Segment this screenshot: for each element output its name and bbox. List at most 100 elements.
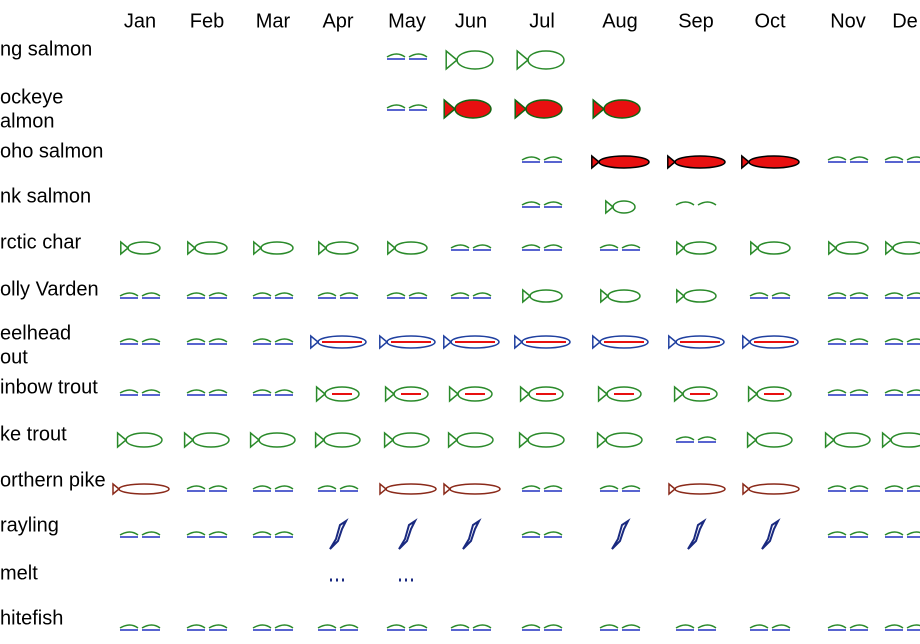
fish-body xyxy=(394,241,428,255)
fish-tail xyxy=(443,482,452,496)
fish-icon xyxy=(443,334,500,350)
small-fish xyxy=(884,624,904,629)
fish-icon xyxy=(884,338,920,345)
small-fish xyxy=(827,292,847,297)
fish-tail xyxy=(824,431,836,449)
fish-icon xyxy=(828,240,869,256)
fish-tail xyxy=(447,431,459,449)
fish-tail xyxy=(747,385,759,403)
fish-tail xyxy=(741,154,751,170)
grayling xyxy=(687,518,707,550)
small-fish xyxy=(119,624,139,629)
fish-icon xyxy=(596,431,643,449)
fish-tail xyxy=(183,431,195,449)
fish-icon xyxy=(186,485,228,492)
small-fish xyxy=(599,244,619,249)
small-fish xyxy=(119,389,139,394)
fish-tail xyxy=(522,288,532,304)
fish-icon xyxy=(592,334,649,350)
species-label: rayling xyxy=(0,514,59,536)
fish-icon xyxy=(384,385,429,403)
fish-body xyxy=(674,155,726,169)
fish-icon xyxy=(668,482,726,496)
fish-icon xyxy=(591,154,650,170)
small-fish xyxy=(697,436,717,441)
fish-tail xyxy=(384,385,396,403)
fish-tail xyxy=(253,240,263,256)
month-header: Oct xyxy=(754,10,786,32)
fish-tail xyxy=(379,334,389,350)
fish-body xyxy=(755,432,793,448)
small-fish xyxy=(386,624,406,629)
small-fish xyxy=(339,292,359,297)
fish-icon xyxy=(884,389,920,396)
small-fish xyxy=(274,389,294,394)
small-fish xyxy=(697,201,717,206)
fish-icon xyxy=(884,156,920,163)
small-fish xyxy=(141,624,161,629)
small-fish xyxy=(141,389,161,394)
fish-icon xyxy=(186,389,228,396)
fish-tail xyxy=(742,334,752,350)
fish-body xyxy=(605,432,643,448)
fish-icon xyxy=(521,156,563,163)
fish-tail xyxy=(116,431,128,449)
small-fish xyxy=(543,531,563,536)
fish-icon xyxy=(881,431,920,449)
month-header: Mar xyxy=(256,10,291,32)
small-fish xyxy=(186,531,206,536)
small-fish xyxy=(252,624,272,629)
fish-body xyxy=(449,483,501,495)
grayling xyxy=(398,518,418,550)
fish-tail xyxy=(591,154,601,170)
fish-icon xyxy=(514,98,563,120)
fish-tail xyxy=(518,431,530,449)
fish-icon xyxy=(827,156,869,163)
small-fish xyxy=(521,624,541,629)
small-fish xyxy=(521,531,541,536)
fish-body xyxy=(890,432,920,448)
fish-icon xyxy=(386,104,428,111)
fish-icon xyxy=(183,431,230,449)
small-fish xyxy=(274,292,294,297)
species-label: hitefish xyxy=(0,607,63,629)
fish-body xyxy=(835,241,869,255)
small-fish xyxy=(472,624,492,629)
fish-icon xyxy=(252,338,294,345)
fish-icon xyxy=(119,292,161,299)
fish-icon xyxy=(521,531,563,538)
fish-tail xyxy=(120,240,130,256)
fish-body xyxy=(392,432,430,448)
fish-icon xyxy=(827,531,869,538)
small-fish xyxy=(450,292,470,297)
fish-icon xyxy=(742,482,800,496)
fish-icon xyxy=(521,244,563,251)
fish-icon xyxy=(884,292,920,299)
fish-icon xyxy=(252,624,294,631)
fish-body xyxy=(757,241,791,255)
month-header: Jun xyxy=(455,10,487,32)
fish-icon xyxy=(119,624,161,631)
fish-icon xyxy=(450,292,492,299)
small-fish xyxy=(252,292,272,297)
small-fish xyxy=(521,244,541,249)
small-fish xyxy=(749,292,769,297)
species-label: orthern pike xyxy=(0,469,106,491)
small-fish xyxy=(543,244,563,249)
small-fish xyxy=(472,244,492,249)
fish-icon xyxy=(187,240,228,256)
fish-icon xyxy=(746,431,793,449)
species-label: out xyxy=(0,346,28,368)
small-fish xyxy=(252,389,272,394)
small-fish xyxy=(208,531,228,536)
fish-icon xyxy=(600,288,641,304)
fish-icon xyxy=(676,288,717,304)
month-header: Apr xyxy=(322,10,353,32)
fish-tail xyxy=(112,482,121,496)
fish-body xyxy=(325,241,359,255)
fish-body xyxy=(125,432,163,448)
small-fish xyxy=(208,485,228,490)
fish-icon xyxy=(599,624,641,631)
fish-icon xyxy=(317,292,359,299)
month-header: May xyxy=(388,10,426,32)
